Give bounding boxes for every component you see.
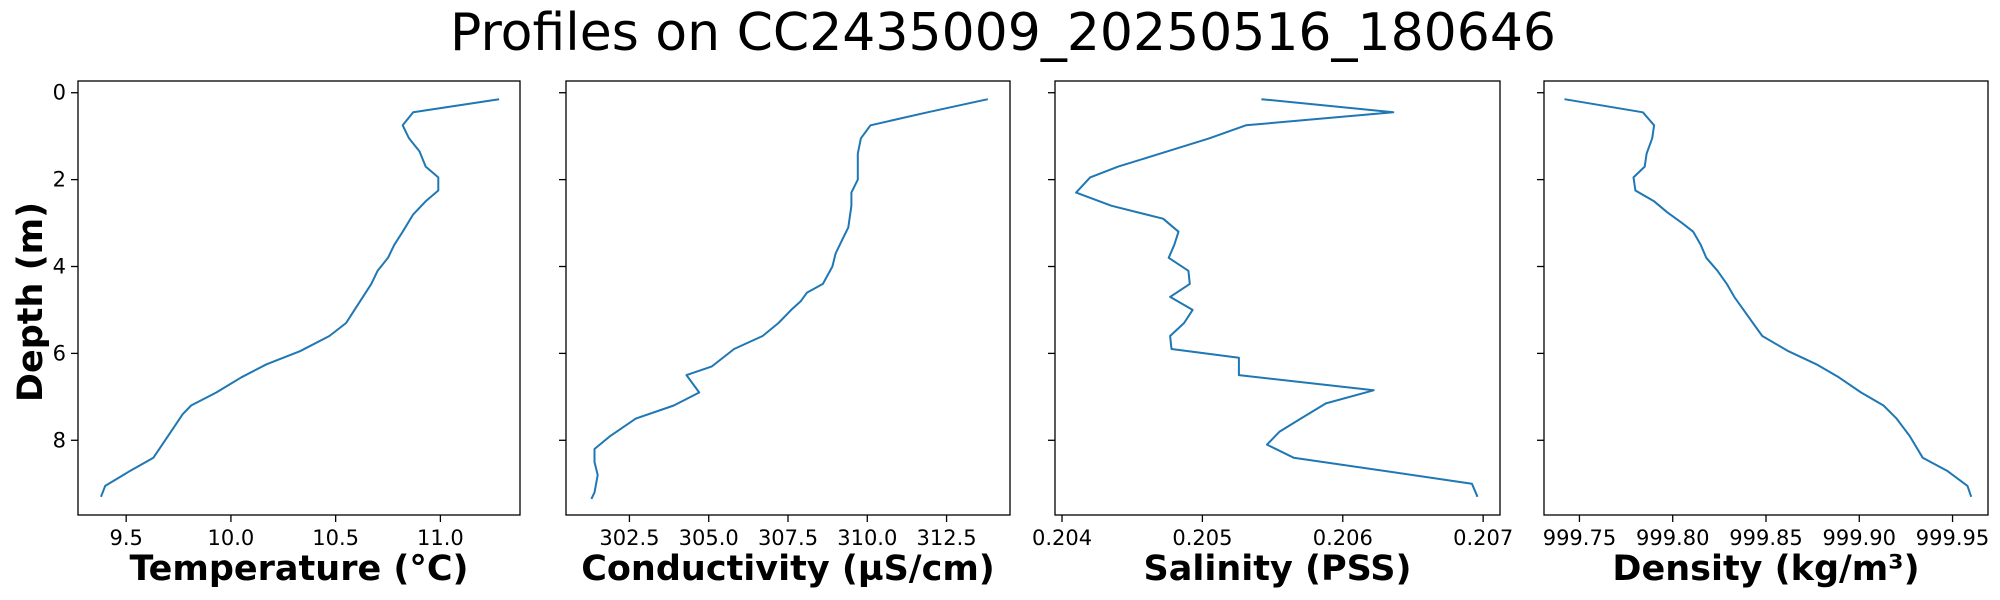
profile-line-salinity [1075, 98, 1479, 498]
x-tick-label-conductivity: 302.5 [599, 526, 659, 550]
x-tick-label-temperature: 9.5 [109, 526, 142, 550]
panel-salinity: 0.204 0.205 0.206 0.207 Salinity (PSS) [1032, 80, 1513, 589]
profile-line-conductivity [590, 98, 989, 500]
x-tick-label-conductivity: 312.5 [917, 526, 977, 550]
x-tick-label-temperature: 11.0 [417, 526, 464, 550]
x-axis-label-temperature: Temperature (°C) [129, 549, 468, 589]
figure-title: Profiles on CC2435009_20250516_180646 [450, 3, 1556, 63]
x-tick-label-salinity: 0.207 [1453, 526, 1513, 550]
axes-frame-conductivity [565, 80, 1011, 516]
x-tick-label-density: 999.75 [1543, 526, 1616, 550]
y-axis-label: Depth (m) [11, 202, 51, 402]
axes-frame-salinity [1054, 80, 1501, 516]
x-tick-label-density: 999.90 [1823, 526, 1896, 550]
x-tick-label-temperature: 10.5 [312, 526, 359, 550]
x-tick-label-density: 999.95 [1916, 526, 1989, 550]
y-tick-label: 8 [53, 428, 66, 452]
x-tick-label-salinity: 0.204 [1032, 526, 1092, 550]
profile-line-density [1564, 98, 1973, 498]
x-axis-label-conductivity: Conductivity (µS/cm) [581, 549, 995, 589]
x-tick-label-temperature: 10.0 [208, 526, 255, 550]
x-tick-label-density: 999.85 [1729, 526, 1802, 550]
y-tick-label: 2 [53, 168, 66, 192]
axes-frame-temperature [77, 80, 521, 516]
profile-line-temperature [100, 98, 500, 498]
x-tick-label-salinity: 0.205 [1172, 526, 1232, 550]
y-tick-label: 4 [53, 255, 66, 279]
x-tick-label-density: 999.80 [1636, 526, 1709, 550]
x-tick-label-conductivity: 310.0 [837, 526, 897, 550]
x-tick-label-conductivity: 305.0 [679, 526, 739, 550]
y-tick-label: 0 [53, 81, 66, 105]
x-axis-label-salinity: Salinity (PSS) [1144, 549, 1412, 589]
x-tick-label-conductivity: 307.5 [758, 526, 818, 550]
y-tick-label: 6 [53, 341, 66, 365]
x-axis-label-density: Density (kg/m³) [1612, 549, 1919, 589]
axes-frame-density [1543, 80, 1989, 516]
x-tick-label-salinity: 0.206 [1313, 526, 1373, 550]
